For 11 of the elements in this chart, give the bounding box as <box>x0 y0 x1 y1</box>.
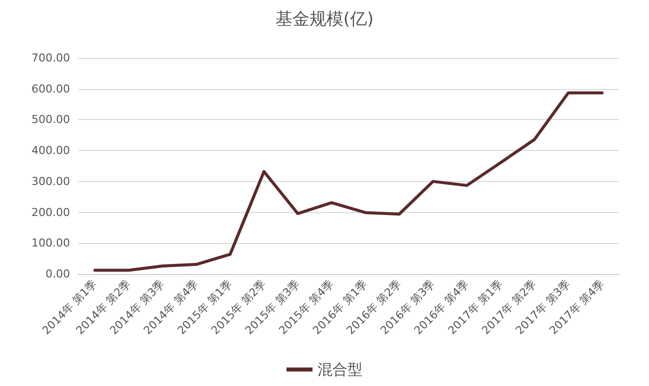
y-tick-label: 100.00 <box>32 236 70 250</box>
y-tick-label: 300.00 <box>32 174 70 188</box>
y-tick-label: 600.00 <box>32 82 70 96</box>
y-tick-label: 0.00 <box>46 268 70 280</box>
y-tick-label: 200.00 <box>32 206 70 219</box>
y-tick-label: 700.00 <box>32 52 70 64</box>
y-tick-label: 500.00 <box>32 113 70 126</box>
legend-label: 混合型 <box>318 360 362 378</box>
chart-title: 基金规模(亿) <box>275 10 374 30</box>
y-tick-label: 400.00 <box>32 144 70 158</box>
line-series <box>93 91 604 272</box>
